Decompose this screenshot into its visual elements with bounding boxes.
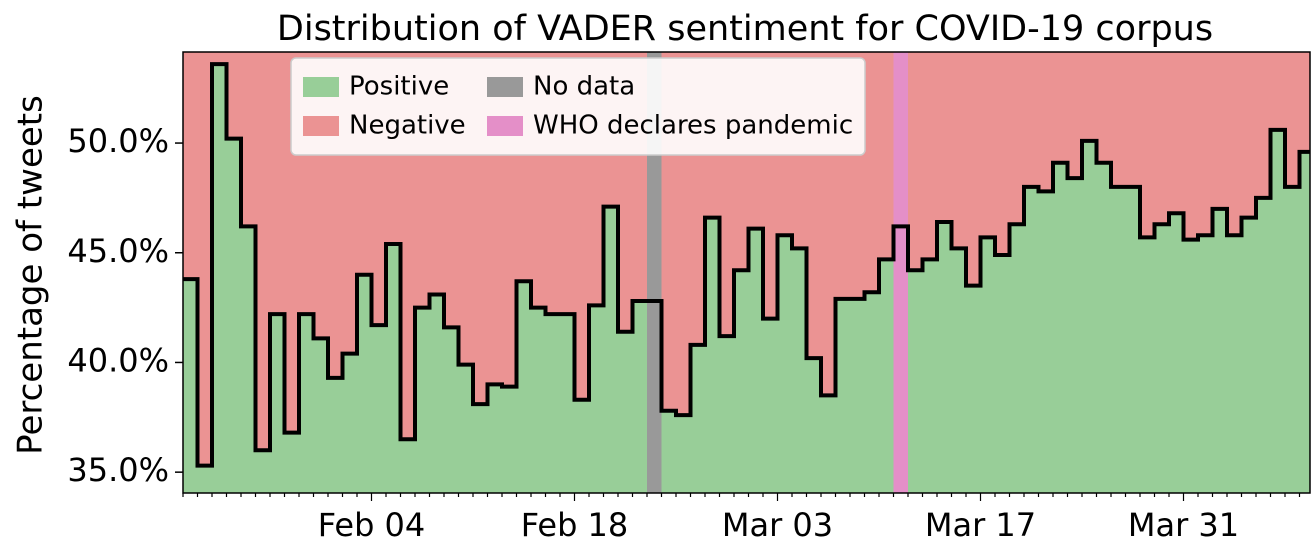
legend-label: Negative: [349, 111, 466, 141]
plot-frame: [182, 51, 1311, 494]
legend-label: WHO declares pandemic: [533, 111, 853, 141]
legend-swatch: [487, 116, 523, 136]
step-line: [183, 62, 1310, 468]
x-tick-label: Mar 17: [925, 506, 1036, 544]
legend-label: Positive: [349, 72, 449, 102]
x-tick-label: Mar 31: [1128, 506, 1239, 544]
y-tick-label: 45.0%: [67, 232, 169, 270]
legend-label: No data: [533, 72, 635, 102]
legend-swatch: [303, 116, 339, 136]
positive-area: [183, 64, 1310, 493]
axes: 35.0% 40.0% 45.0% 50.0% Feb 04 Feb 18 Mar 03 Ma…: [67, 51, 1311, 544]
legend-swatch: [487, 77, 523, 97]
legend-swatch: [303, 77, 339, 97]
y-tick-label: 40.0%: [67, 341, 169, 379]
chart-title: Distribution of VADER sentiment for COVI…: [277, 9, 1213, 49]
legend: Positive Negative No data WHO declares pand…: [290, 57, 866, 156]
legend-box: [290, 57, 866, 156]
x-tick-label: Mar 03: [722, 506, 833, 544]
y-tick-label: 35.0%: [67, 451, 169, 489]
span-band: [893, 52, 908, 493]
x-tick-label: Feb 18: [521, 506, 629, 544]
x-tick-label: Feb 04: [318, 506, 426, 544]
y-axis-label: Percentage of tweets: [11, 95, 51, 455]
y-tick-label: 50.0%: [67, 122, 169, 160]
span-band: [647, 52, 662, 493]
